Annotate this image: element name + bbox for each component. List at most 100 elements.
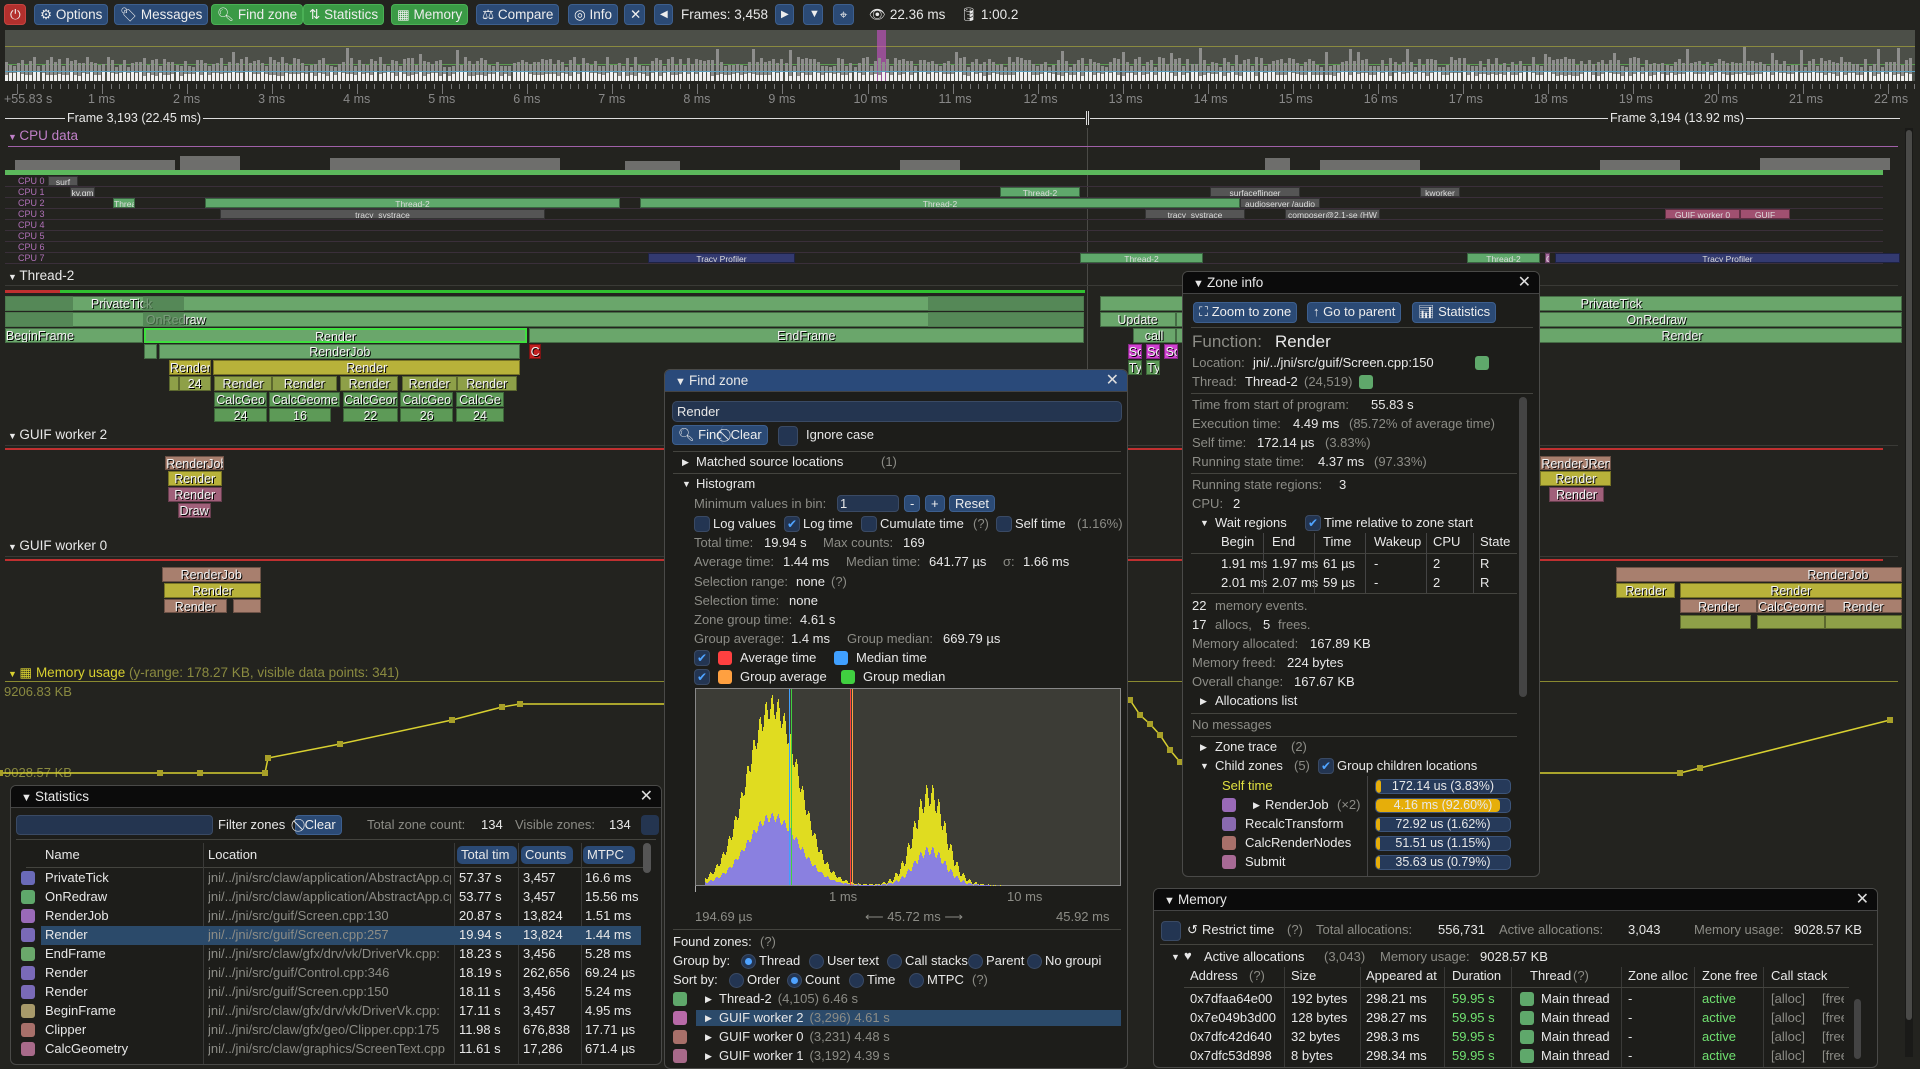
alloc-callstack-link[interactable]: [alloc]	[1771, 990, 1805, 1008]
zone-block[interactable]: RenderJRend	[1540, 456, 1611, 471]
zone-block[interactable]: Render	[272, 376, 337, 391]
relative-time-checkbox[interactable]: ✔	[1305, 515, 1321, 531]
reset-button[interactable]: Reset	[949, 495, 995, 512]
zone-block[interactable]: RenderJob	[1616, 567, 1901, 582]
group-by-radio[interactable]	[887, 954, 902, 969]
memory-scrollbar[interactable]	[1854, 999, 1861, 1059]
zone-block[interactable]: Sc	[1164, 344, 1177, 359]
go-to-parent-button[interactable]: ↑ Go to parent	[1307, 302, 1401, 323]
find-zone-input[interactable]: Render	[672, 401, 1122, 422]
found-zone-group[interactable]: GUIF worker 0(3,231) 4.48 s	[719, 1028, 890, 1046]
zone-block[interactable]: Render	[1680, 583, 1902, 598]
memory-data-point[interactable]	[265, 755, 271, 761]
zone-block[interactable]	[169, 376, 179, 391]
zone-block[interactable]: 22	[343, 408, 398, 423]
self-time-checkbox[interactable]	[996, 516, 1012, 532]
ignore-case-checkbox[interactable]	[778, 426, 798, 446]
zone-block[interactable]: Render	[1616, 583, 1675, 598]
collapse-icon[interactable]: ▼	[1171, 948, 1180, 966]
expand-icon[interactable]: ▶	[705, 990, 712, 1008]
memory-data-point[interactable]	[1677, 770, 1683, 776]
found-zone-group[interactable]: Thread-2(4,105) 6.46 s	[719, 990, 858, 1008]
zone-block[interactable]: Update	[1100, 312, 1176, 327]
zone-block[interactable]: 24	[456, 408, 505, 423]
zone-block[interactable]: Render	[214, 376, 272, 391]
sort-by-radio[interactable]	[787, 973, 802, 988]
zone-block[interactable]: Ty	[1146, 360, 1159, 375]
column-header-location[interactable]: Location	[208, 846, 257, 864]
memory-data-point[interactable]	[197, 770, 203, 776]
zone-block[interactable]: BeginFrame	[5, 328, 143, 343]
memory-data-point[interactable]	[262, 770, 268, 776]
zone-block[interactable]: CalcGeo	[214, 392, 267, 407]
zoom-to-zone-button[interactable]: ⛶ Zoom to zone	[1193, 302, 1297, 323]
zone-block[interactable]: Render	[213, 360, 520, 375]
group-by-radio[interactable]	[741, 954, 756, 969]
memory-data-point[interactable]	[1887, 717, 1893, 723]
zone-block[interactable]	[233, 599, 261, 614]
filter-zones-input[interactable]	[16, 815, 213, 835]
log-time-checkbox[interactable]: ✔	[784, 516, 800, 532]
found-zone-group[interactable]: GUIF worker 1(3,192) 4.39 s	[719, 1047, 890, 1065]
min-bin-input[interactable]: 1	[837, 495, 899, 512]
memory-data-point[interactable]	[1167, 747, 1173, 753]
zone-block[interactable]: CalcGe	[456, 392, 505, 407]
sort-by-radio[interactable]	[849, 973, 864, 988]
zone-block[interactable]: 16	[269, 408, 330, 423]
zone-block[interactable]: Sc	[1128, 344, 1143, 359]
zone-block[interactable]: Render	[164, 583, 261, 598]
zone-block[interactable]: Render	[169, 360, 211, 375]
zone-block[interactable]: CalcGeome	[1757, 599, 1824, 614]
zone-block[interactable]: Render	[144, 328, 526, 343]
zone-block[interactable]: CalcGeor	[343, 392, 398, 407]
alloc-callstack-link[interactable]: [alloc]	[1771, 1028, 1805, 1046]
memory-data-point[interactable]	[1137, 712, 1143, 718]
statistics-button[interactable]: 📊︎ Statistics	[1412, 302, 1496, 323]
zone-block[interactable]	[1757, 615, 1824, 630]
histogram-plot[interactable]	[695, 688, 1121, 886]
expand-icon[interactable]: ▶	[682, 453, 689, 471]
zone-block[interactable]: RenderJob	[165, 456, 224, 471]
memory-data-point[interactable]	[1697, 765, 1703, 771]
zone-block[interactable]: Sc	[1146, 344, 1159, 359]
free-callstack-link[interactable]: [free]	[1822, 1009, 1844, 1027]
expand-icon[interactable]: ▶	[1253, 796, 1260, 814]
zone-block[interactable]: Draw	[178, 503, 211, 518]
options-toggle[interactable]	[641, 815, 659, 835]
sort-by-radio[interactable]	[729, 973, 744, 988]
group-by-radio[interactable]	[809, 954, 824, 969]
group-children-checkbox[interactable]: ✔	[1318, 758, 1334, 774]
free-callstack-link[interactable]: [free]	[1822, 1028, 1844, 1046]
decrement-button[interactable]: -	[904, 495, 920, 512]
found-zone-group[interactable]: GUIF worker 2(3,296) 4.61 s	[719, 1009, 890, 1027]
increment-button[interactable]: +	[925, 495, 945, 512]
timeline-scrollbar[interactable]	[1905, 128, 1913, 1057]
column-header-counts[interactable]: Counts	[521, 846, 573, 864]
zone-block[interactable]: RenderJob	[159, 344, 520, 359]
zone-block[interactable]: call	[1133, 328, 1176, 343]
free-callstack-link[interactable]: [free]	[1822, 990, 1844, 1008]
collapse-icon[interactable]: ▼	[682, 475, 691, 493]
zone-block[interactable]: Render	[457, 376, 517, 391]
zone-block[interactable]: CalcGeome	[269, 392, 340, 407]
memory-data-point[interactable]	[337, 741, 343, 747]
memory-data-point[interactable]	[0, 770, 3, 776]
zone-block[interactable]: EndFrame	[529, 328, 1084, 343]
zone-info-scrollbar[interactable]	[1519, 397, 1527, 697]
average-lines-checkbox[interactable]: ✔	[694, 650, 710, 666]
expand-icon[interactable]: ▶	[705, 1009, 712, 1027]
statistics-scrollbar[interactable]	[643, 843, 651, 873]
zone-block[interactable]	[144, 344, 156, 359]
restrict-time-checkbox[interactable]	[1161, 921, 1181, 941]
group-lines-checkbox[interactable]: ✔	[694, 669, 710, 685]
free-callstack-link[interactable]: [free]	[1822, 1047, 1844, 1065]
clear-filter-button[interactable]: ⃠ Clear	[295, 815, 342, 835]
memory-data-point[interactable]	[449, 717, 455, 723]
zone-block[interactable]: Render	[168, 487, 222, 502]
